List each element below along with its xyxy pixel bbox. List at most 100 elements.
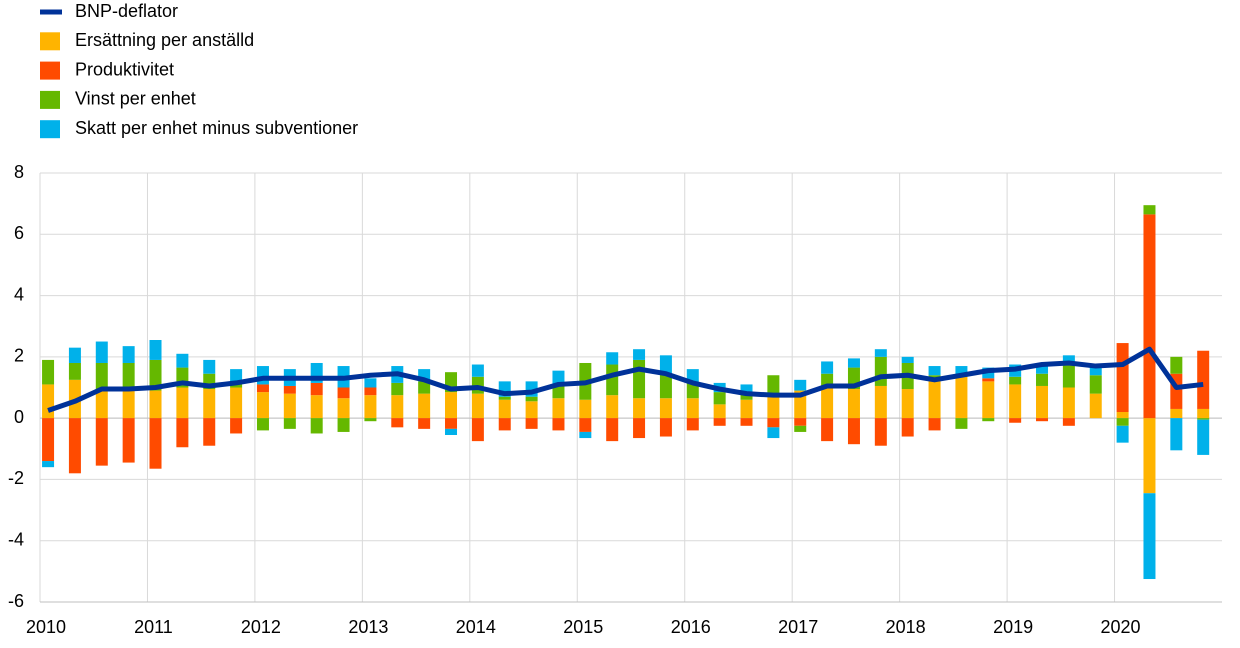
bar-segment — [659, 355, 672, 374]
bar-segment — [794, 379, 807, 391]
bar-segment — [633, 349, 646, 360]
x-tick-label: 2011 — [134, 617, 173, 637]
line — [47, 346, 1204, 413]
bar-segment — [955, 376, 968, 419]
bar-segment — [471, 364, 484, 377]
bar-segment — [794, 418, 807, 426]
bar-segment — [740, 393, 753, 400]
bar-segment — [874, 356, 887, 386]
bar-segment — [149, 390, 162, 419]
bar-segment — [310, 395, 323, 419]
y-tick-label: 6 — [14, 223, 24, 243]
bar-segment — [847, 418, 860, 445]
legend-swatch — [40, 90, 60, 109]
bar-segment — [42, 418, 55, 462]
bar-segment — [256, 418, 269, 431]
bar-segment — [42, 359, 55, 385]
bar-segment — [633, 398, 646, 419]
bar-segment — [1143, 493, 1156, 580]
y-tick-label: -4 — [8, 529, 24, 549]
bar-segment — [471, 393, 484, 419]
bar-segment — [1062, 364, 1075, 388]
bar-segment — [767, 395, 780, 419]
bar-segment — [794, 425, 807, 432]
bar-segment — [606, 364, 619, 396]
bar-segment — [633, 359, 646, 399]
bar-segment — [955, 366, 968, 377]
bar-segment — [579, 399, 592, 419]
legend-swatch — [40, 61, 60, 80]
bar-segment — [337, 398, 350, 419]
bar-segment — [1170, 418, 1183, 451]
bar-segment — [1143, 205, 1156, 215]
bar-segment — [364, 395, 377, 419]
bar-segment — [230, 418, 243, 434]
y-tick-label: 0 — [14, 407, 24, 427]
bar-segment — [928, 381, 941, 419]
bar-segment — [767, 375, 780, 396]
bar-segment — [847, 358, 860, 368]
bar-segment — [95, 390, 108, 419]
bar-segment — [149, 340, 162, 360]
bar-segment — [1036, 385, 1049, 419]
bar-segment — [579, 418, 592, 432]
bar-segment — [337, 387, 350, 399]
bar-segment — [633, 418, 646, 439]
bar-segment — [686, 418, 699, 431]
bar-segment — [552, 418, 565, 431]
bar-segment — [1116, 425, 1129, 443]
bar-segment — [337, 418, 350, 432]
bar-segment — [1036, 364, 1049, 374]
bar-segment — [659, 398, 672, 419]
bar-segment — [283, 385, 296, 394]
bar-segment — [256, 366, 269, 385]
bar-segment — [955, 418, 968, 429]
bar-segment — [1197, 418, 1210, 420]
bar-segment — [982, 381, 995, 419]
bar-segment — [686, 382, 699, 399]
bar-segment — [606, 395, 619, 419]
bar-segment — [1197, 419, 1210, 455]
legend-label: BNP-deflator — [75, 1, 178, 21]
bar-segment — [68, 362, 81, 380]
bar-segment — [713, 392, 726, 405]
bar-segment — [122, 418, 135, 463]
bar-segment — [821, 361, 834, 374]
x-tick-label: 2014 — [456, 617, 496, 637]
bar-segment — [525, 418, 538, 429]
bar-segment — [498, 396, 511, 400]
bar-segment — [928, 418, 941, 431]
bar-segment — [713, 404, 726, 419]
bar-segment — [901, 389, 914, 419]
bar-segment — [928, 366, 941, 376]
bar-segment — [203, 389, 216, 419]
bar-segment — [122, 390, 135, 419]
bar-segment — [445, 428, 458, 435]
legend-label: Vinst per enhet — [75, 89, 196, 109]
bar-segment — [230, 387, 243, 419]
bar-segment — [391, 395, 404, 419]
bar-segment — [498, 418, 511, 431]
bar-segment — [310, 382, 323, 396]
bar-segment — [552, 398, 565, 419]
bar-segment — [740, 399, 753, 419]
bar-segment — [418, 381, 431, 394]
legend-label: Skatt per enhet minus subventioner — [75, 118, 358, 138]
legend-label: Produktivitet — [75, 59, 174, 79]
bar-segment — [1009, 384, 1022, 419]
bar-segment — [176, 353, 189, 368]
bar-segment — [256, 384, 269, 393]
bar-segment — [659, 418, 672, 437]
bar-segment — [283, 418, 296, 429]
x-tick-label: 2019 — [993, 617, 1033, 637]
bar-segment — [821, 418, 834, 442]
bar-segment — [552, 385, 565, 399]
bar-segment — [1036, 373, 1049, 386]
bar-segment — [659, 373, 672, 399]
bar-segment — [821, 387, 834, 419]
bar-segment — [68, 347, 81, 363]
bar-segment — [498, 399, 511, 419]
y-tick-label: -2 — [8, 468, 24, 488]
bar-segment — [847, 389, 860, 419]
